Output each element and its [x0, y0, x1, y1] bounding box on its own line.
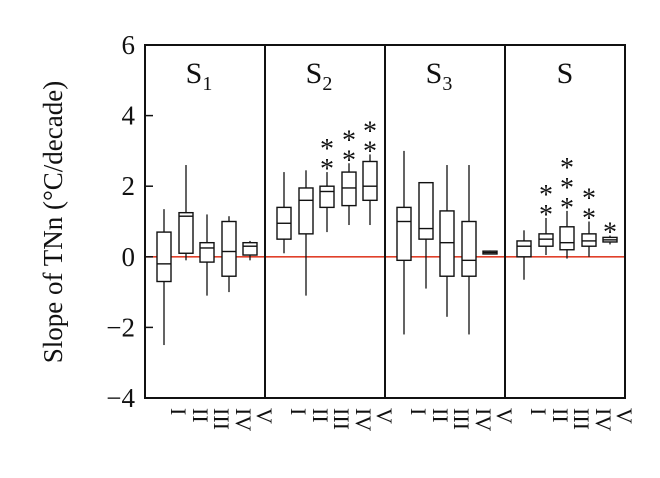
- x-category-label: I: [406, 408, 431, 415]
- x-category-label: II: [308, 408, 333, 423]
- y-tick-label: −2: [106, 312, 135, 342]
- x-category-label: IV: [351, 408, 376, 431]
- y-tick-label: 4: [122, 101, 136, 131]
- panel-label-subscript: 1: [202, 73, 212, 95]
- x-category-label: IV: [471, 408, 496, 431]
- x-category-label: III: [569, 408, 594, 430]
- y-tick-label: 2: [122, 171, 136, 201]
- significance-star: *: [320, 154, 334, 185]
- significance-star: *: [582, 184, 596, 215]
- x-category-label: III: [209, 408, 234, 430]
- significance-star: *: [560, 173, 574, 204]
- x-category-label: II: [428, 408, 453, 423]
- significance-star: *: [363, 116, 377, 147]
- x-category-label: III: [449, 408, 474, 430]
- x-category-label: V: [372, 408, 397, 424]
- panel-label: S: [557, 57, 574, 90]
- x-category-label: I: [166, 408, 191, 415]
- box: [362, 160, 378, 202]
- x-category-label: V: [492, 408, 517, 424]
- x-category-label: V: [612, 408, 637, 424]
- x-category-label: IV: [231, 408, 256, 431]
- box: [559, 226, 575, 251]
- box: [538, 233, 554, 247]
- x-category-label: II: [548, 408, 573, 423]
- box: [418, 181, 434, 240]
- box: [516, 240, 532, 258]
- box: [319, 185, 335, 209]
- significance-star: *: [560, 153, 574, 184]
- plot-area: −4−20246S1IIIIIIIVVS2III**III**IV**VS3II…: [106, 30, 637, 431]
- y-tick-label: 6: [122, 30, 136, 60]
- significance-star: *: [582, 204, 596, 235]
- significance-star: *: [320, 134, 334, 165]
- x-category-label: II: [188, 408, 213, 423]
- box: [439, 210, 455, 277]
- box: [178, 211, 194, 254]
- significance-star: *: [603, 218, 617, 249]
- box: [341, 171, 357, 207]
- box: [221, 220, 237, 277]
- y-tick-label: −4: [106, 383, 135, 413]
- panel-label-subscript: 3: [442, 73, 452, 95]
- significance-star: *: [363, 136, 377, 167]
- y-tick-label: 0: [122, 242, 136, 272]
- panel-label: S3: [426, 57, 453, 95]
- x-category-label: I: [526, 408, 551, 415]
- x-category-label: IV: [591, 408, 616, 431]
- x-category-label: I: [286, 408, 311, 415]
- panel-label: S2: [306, 57, 333, 95]
- panel-label-subscript: 2: [322, 73, 332, 95]
- box: [156, 231, 172, 283]
- significance-star: *: [539, 180, 553, 211]
- x-category-label: III: [329, 408, 354, 430]
- box: [461, 220, 477, 277]
- y-axis-label: Slope of TNn (°C/decade): [38, 81, 68, 363]
- box: [581, 233, 597, 247]
- significance-star: *: [560, 193, 574, 224]
- box: [199, 241, 215, 263]
- significance-star: *: [539, 200, 553, 231]
- significance-star: *: [342, 145, 356, 176]
- significance-star: *: [342, 125, 356, 156]
- x-category-label: V: [252, 408, 277, 424]
- panel-label: S1: [186, 57, 213, 95]
- box: [298, 187, 314, 235]
- plot-frame: [144, 44, 626, 399]
- box: [396, 206, 412, 262]
- box: [242, 241, 258, 256]
